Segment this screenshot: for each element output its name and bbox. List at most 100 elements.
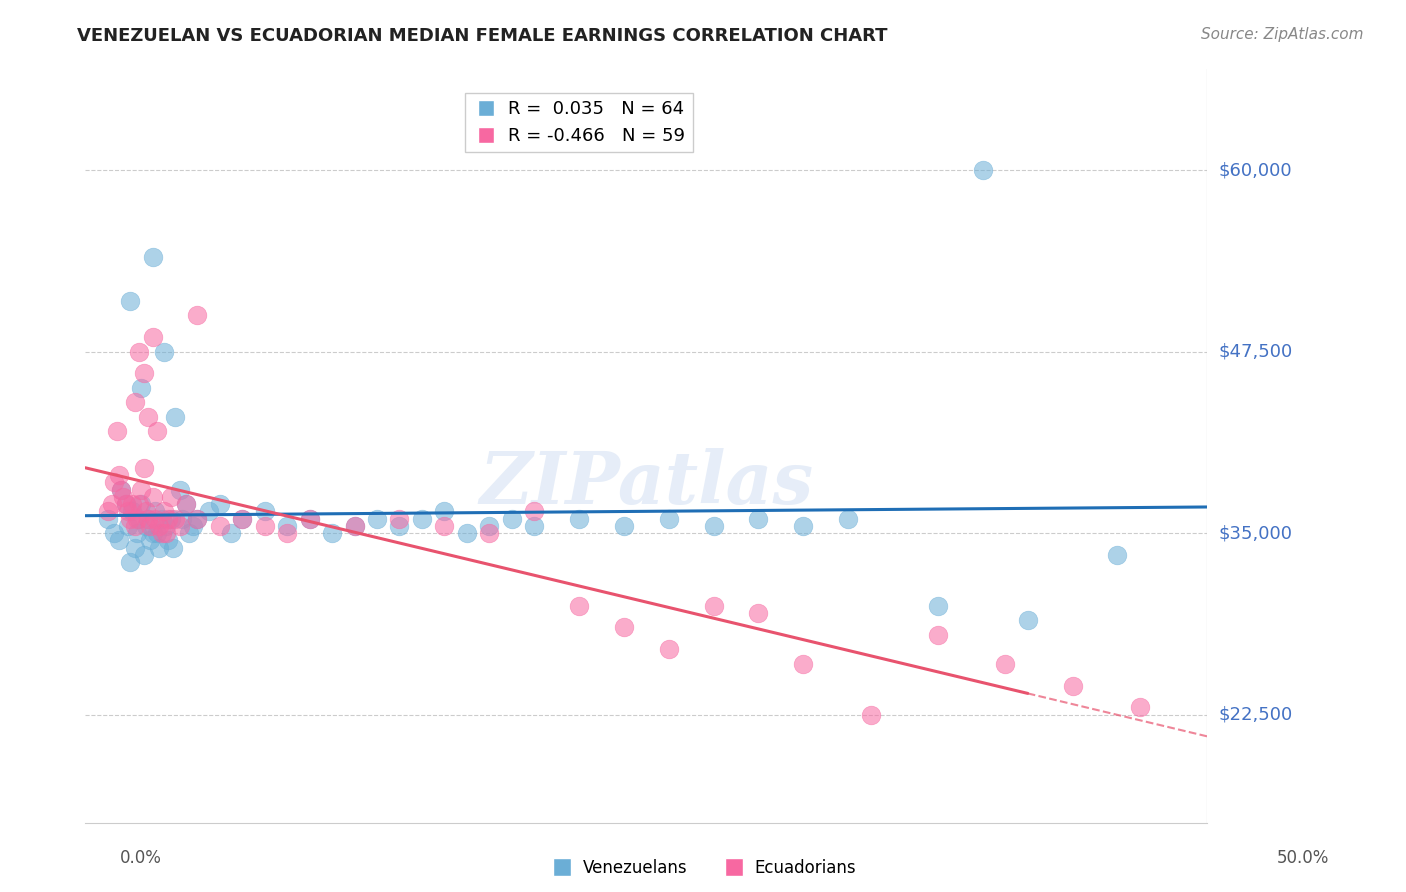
Point: [276, 519, 298, 533]
Point: [165, 409, 187, 424]
Point: [321, 526, 343, 541]
Point: [142, 330, 165, 344]
Point: [148, 541, 170, 555]
Point: [388, 511, 411, 525]
Point: [128, 511, 150, 525]
Point: [125, 526, 148, 541]
Point: [231, 511, 253, 525]
Point: [1017, 613, 1039, 627]
Point: [103, 526, 125, 541]
Point: [186, 309, 208, 323]
Point: [177, 526, 200, 541]
Point: [124, 519, 146, 533]
Point: [150, 526, 173, 541]
Point: [208, 497, 231, 511]
Point: [433, 519, 456, 533]
Point: [927, 599, 949, 613]
Point: [159, 511, 181, 525]
Point: [108, 533, 131, 548]
Point: [568, 599, 591, 613]
Point: [1129, 700, 1152, 714]
Point: [186, 511, 208, 525]
Point: [105, 425, 128, 439]
Point: [142, 490, 165, 504]
Point: [165, 511, 187, 525]
Point: [157, 533, 180, 548]
Point: [101, 497, 124, 511]
Point: [153, 344, 176, 359]
Legend: R =  0.035   N = 64, R = -0.466   N = 59: R = 0.035 N = 64, R = -0.466 N = 59: [465, 93, 693, 153]
Text: Source: ZipAtlas.com: Source: ZipAtlas.com: [1201, 27, 1364, 42]
Point: [132, 460, 155, 475]
Point: [747, 511, 769, 525]
Point: [703, 599, 725, 613]
Point: [159, 490, 181, 504]
Text: ZIPatlas: ZIPatlas: [479, 449, 813, 519]
Point: [142, 250, 165, 264]
Point: [110, 483, 132, 497]
Point: [135, 504, 157, 518]
Point: [132, 367, 155, 381]
Point: [658, 642, 681, 657]
Point: [131, 381, 153, 395]
Point: [155, 519, 177, 533]
Point: [128, 497, 150, 511]
Point: [568, 511, 591, 525]
Point: [298, 511, 321, 525]
Point: [181, 519, 204, 533]
Point: [97, 504, 120, 518]
Point: [136, 511, 159, 525]
Point: [170, 511, 193, 525]
Point: [112, 490, 135, 504]
Point: [146, 526, 169, 541]
Point: [231, 511, 253, 525]
Point: [343, 519, 366, 533]
Point: [117, 504, 139, 518]
Text: 50.0%: 50.0%: [1277, 849, 1329, 867]
Legend: Venezuelans, Ecuadorians: Venezuelans, Ecuadorians: [543, 853, 863, 884]
Point: [972, 163, 994, 178]
Point: [343, 519, 366, 533]
Point: [103, 475, 125, 490]
Point: [162, 541, 184, 555]
Point: [197, 504, 219, 518]
Point: [501, 511, 523, 525]
Point: [125, 511, 148, 525]
Point: [433, 504, 456, 518]
Point: [253, 504, 276, 518]
Point: [859, 707, 882, 722]
Point: [747, 606, 769, 620]
Point: [157, 511, 180, 525]
Point: [658, 511, 681, 525]
Point: [478, 526, 501, 541]
Point: [253, 519, 276, 533]
Point: [114, 497, 136, 511]
Point: [523, 504, 546, 518]
Point: [150, 511, 173, 525]
Point: [139, 519, 162, 533]
Point: [108, 468, 131, 483]
Point: [143, 511, 166, 525]
Point: [114, 497, 136, 511]
Point: [121, 504, 143, 518]
Point: [110, 483, 132, 497]
Point: [219, 526, 242, 541]
Point: [120, 293, 142, 308]
Point: [146, 425, 169, 439]
Text: $22,500: $22,500: [1219, 706, 1292, 723]
Point: [174, 497, 197, 511]
Point: [169, 483, 191, 497]
Point: [792, 519, 814, 533]
Point: [837, 511, 859, 525]
Point: [120, 511, 142, 525]
Point: [148, 519, 170, 533]
Point: [124, 541, 146, 555]
Point: [97, 511, 120, 525]
Point: [366, 511, 388, 525]
Point: [456, 526, 478, 541]
Point: [792, 657, 814, 671]
Point: [613, 519, 636, 533]
Point: [523, 519, 546, 533]
Point: [117, 519, 139, 533]
Point: [703, 519, 725, 533]
